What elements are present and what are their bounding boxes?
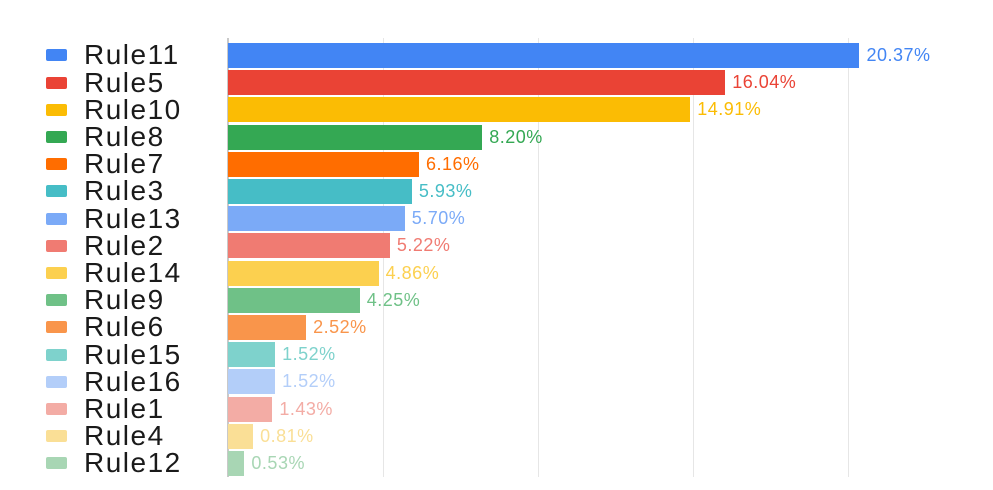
bar-rule8[interactable] xyxy=(228,124,483,150)
legend-swatch-icon xyxy=(46,267,67,280)
legend-label: Rule7 xyxy=(84,148,165,180)
legend-swatch-icon xyxy=(46,430,67,443)
legend-swatch-icon xyxy=(46,158,67,171)
legend-label: Rule1 xyxy=(84,393,165,425)
bar-value-label-rule10: 14.91% xyxy=(697,99,762,120)
legend-swatch-icon xyxy=(46,185,67,198)
bar-rule6[interactable] xyxy=(228,315,307,340)
legend-item-rule5: Rule5 xyxy=(0,66,165,98)
bar-rule2[interactable] xyxy=(228,233,390,259)
legend-label: Rule12 xyxy=(84,447,182,479)
bar-value-label-rule6: 2.52% xyxy=(313,317,367,337)
legend-swatch-icon xyxy=(46,294,67,307)
legend-label: Rule3 xyxy=(84,175,165,207)
bar-value-label-rule12: 0.53% xyxy=(251,453,305,473)
bar-value-label-rule13: 5.70% xyxy=(411,208,466,229)
bar-rule3[interactable] xyxy=(228,179,412,204)
gridline-10pct xyxy=(538,38,539,477)
legend-item-rule12: Rule12 xyxy=(0,447,182,479)
legend-item-rule9: Rule9 xyxy=(0,284,165,316)
legend-item-rule13: Rule13 xyxy=(0,202,182,234)
legend-item-rule3: Rule3 xyxy=(0,175,165,207)
bar-rule14[interactable] xyxy=(228,260,379,286)
bar-value-label-rule8: 8.20% xyxy=(489,126,543,147)
bar-value-label-rule16: 1.52% xyxy=(282,371,336,392)
legend-label: Rule4 xyxy=(84,420,165,452)
legend-label: Rule16 xyxy=(84,365,182,397)
bar-value-label-rule5: 16.04% xyxy=(732,72,797,93)
legend-item-rule14: Rule14 xyxy=(0,257,182,289)
legend-item-rule10: Rule10 xyxy=(0,93,182,125)
legend-swatch-icon xyxy=(46,457,67,470)
legend-swatch-icon xyxy=(46,49,67,62)
bar-rule16[interactable] xyxy=(228,369,276,395)
bar-rule13[interactable] xyxy=(228,206,405,232)
legend-swatch-icon xyxy=(46,131,67,144)
bar-value-label-rule7: 6.16% xyxy=(425,153,480,174)
legend-item-rule1: Rule1 xyxy=(0,393,165,425)
bar-value-label-rule2: 5.22% xyxy=(396,235,451,256)
bar-value-label-rule15: 1.52% xyxy=(282,344,336,365)
legend-item-rule4: Rule4 xyxy=(0,420,165,452)
legend-label: Rule5 xyxy=(84,66,165,98)
legend-label: Rule6 xyxy=(84,311,165,343)
bar-rule9[interactable] xyxy=(228,287,360,313)
legend-item-rule2: Rule2 xyxy=(0,229,165,261)
gridline-20pct xyxy=(848,38,849,477)
legend-label: Rule10 xyxy=(84,93,182,125)
bar-rule11[interactable] xyxy=(228,43,860,68)
bar-value-label-rule3: 5.93% xyxy=(418,181,473,201)
legend-label: Rule15 xyxy=(84,338,182,370)
legend-swatch-icon xyxy=(46,103,67,116)
legend-label: Rule11 xyxy=(84,39,180,71)
bar-rule12[interactable] xyxy=(228,451,245,476)
legend-label: Rule2 xyxy=(84,229,165,261)
legend-label: Rule13 xyxy=(84,202,182,234)
legend-item-rule16: Rule16 xyxy=(0,365,182,397)
bar-value-label-rule4: 0.81% xyxy=(260,425,314,446)
legend-swatch-icon xyxy=(46,403,67,416)
bar-value-label-rule14: 4.86% xyxy=(385,262,440,283)
legend-item-rule6: Rule6 xyxy=(0,311,165,343)
gridline-15pct xyxy=(693,38,694,477)
bar-rule1[interactable] xyxy=(228,396,273,422)
legend-item-rule8: Rule8 xyxy=(0,121,165,153)
legend-label: Rule14 xyxy=(84,257,182,289)
legend-swatch-icon xyxy=(46,321,67,334)
bar-rule4[interactable] xyxy=(228,423,254,449)
legend-item-rule7: Rule7 xyxy=(0,148,165,180)
legend-swatch-icon xyxy=(46,348,67,361)
bar-rule10[interactable] xyxy=(228,97,691,123)
legend-swatch-icon xyxy=(46,76,67,89)
legend-swatch-icon xyxy=(46,239,67,252)
legend-label: Rule8 xyxy=(84,121,165,153)
bar-value-label-rule11: 20.37% xyxy=(866,45,931,65)
bar-value-label-rule1: 1.43% xyxy=(279,398,333,419)
bar-rule7[interactable] xyxy=(228,151,419,177)
bar-value-label-rule9: 4.25% xyxy=(366,289,421,310)
bar-rule15[interactable] xyxy=(228,342,276,368)
legend-label: Rule9 xyxy=(84,284,165,316)
bar-rule5[interactable] xyxy=(228,70,726,96)
legend-item-rule11: Rule11 xyxy=(0,39,180,71)
legend-item-rule15: Rule15 xyxy=(0,338,182,370)
legend-swatch-icon xyxy=(46,212,67,225)
legend-swatch-icon xyxy=(46,375,67,388)
